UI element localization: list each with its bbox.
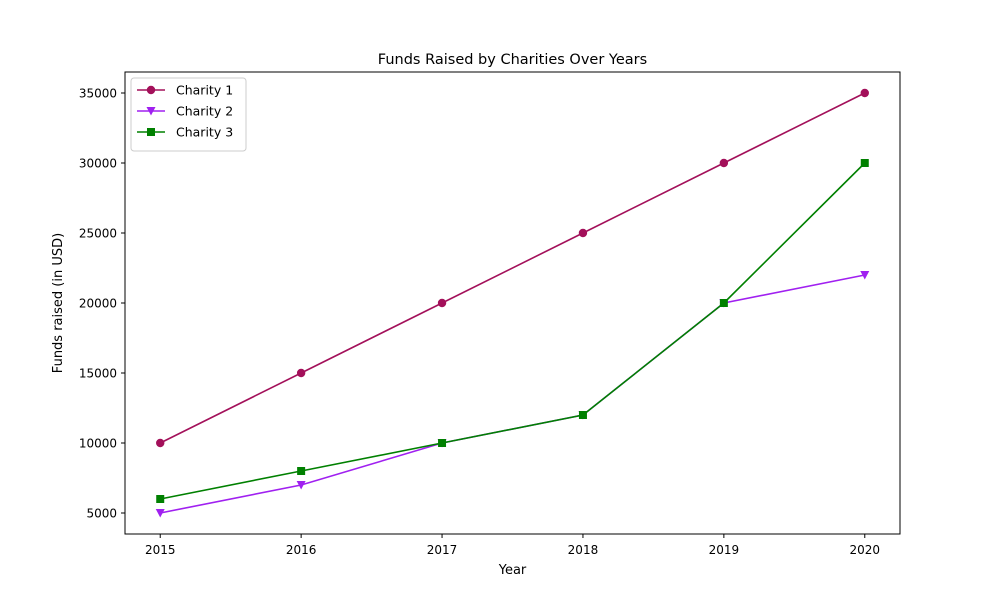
data-point [296, 481, 306, 490]
x-axis: 2015 2016 2017 2018 2019 2020 [145, 534, 880, 557]
legend-marker [146, 85, 156, 95]
x-tick-label: 2018 [568, 543, 599, 557]
data-point [437, 298, 447, 308]
series-line [159, 92, 866, 444]
series-3 [156, 159, 869, 503]
series-layer [155, 88, 870, 518]
data-point [296, 368, 306, 378]
x-tick-label: 2019 [709, 543, 740, 557]
y-tick-label: 35000 [79, 87, 117, 101]
data-point [860, 271, 870, 280]
x-tick-label: 2016 [286, 543, 317, 557]
chart-title: Funds Raised by Charities Over Years [378, 52, 647, 68]
data-point [860, 88, 869, 98]
y-tick-label: 20000 [79, 297, 117, 311]
legend: Charity 1 Charity 2 Charity 3 [130, 77, 247, 152]
y-tick-label: 5000 [86, 507, 117, 521]
y-tick-label: 10000 [79, 437, 117, 451]
x-tick-label: 2015 [145, 543, 176, 557]
legend-item: Charity 3 [137, 125, 233, 140]
legend-marker [146, 107, 156, 116]
series-2 [155, 271, 870, 518]
legend-label: Charity 3 [176, 125, 233, 140]
data-point [156, 438, 165, 448]
data-point [719, 158, 729, 168]
legend-label: Charity 2 [176, 104, 233, 119]
series-1 [156, 88, 869, 448]
data-point [438, 439, 447, 447]
legend-item: Charity 1 [137, 83, 233, 98]
legend-item: Charity 2 [137, 104, 233, 119]
data-point [578, 411, 587, 419]
data-point [156, 495, 165, 503]
series-line [160, 162, 866, 500]
y-axis-label: Funds raised (in USD) [51, 233, 66, 373]
legend-label: Charity 1 [176, 83, 233, 98]
data-point [719, 299, 728, 307]
y-tick-label: 30000 [79, 157, 117, 171]
data-point [860, 159, 869, 167]
y-tick-label: 15000 [79, 367, 117, 381]
y-tick-label: 25000 [79, 227, 117, 241]
data-point [155, 509, 165, 518]
data-point [578, 228, 588, 238]
x-axis-label: Year [498, 563, 527, 578]
y-axis: 5000 10000 15000 20000 25000 30000 35000 [79, 87, 125, 521]
legend-marker [147, 128, 155, 136]
x-tick-label: 2017 [427, 543, 458, 557]
x-tick-label: 2020 [849, 543, 880, 557]
data-point [297, 467, 306, 475]
